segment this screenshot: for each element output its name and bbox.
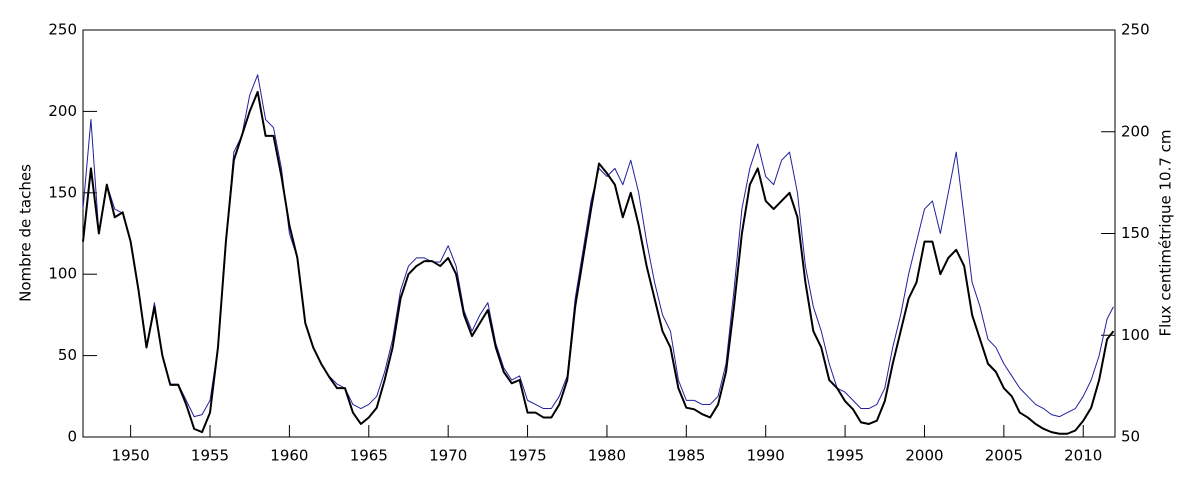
y2-tick-label: 50 — [1121, 428, 1140, 446]
y-tick-label: 200 — [48, 102, 77, 120]
x-tick-label: 2010 — [1064, 447, 1102, 465]
x-tick-label: 1995 — [826, 447, 864, 465]
y-tick-label: 150 — [48, 183, 77, 201]
x-tick-label: 1990 — [747, 447, 785, 465]
y2-axis-label: Flux centimétrique 10.7 cm — [1157, 129, 1175, 336]
y-axis-label: Nombre de taches — [17, 164, 35, 302]
data-line — [82, 74, 1114, 418]
y2-tick-label: 150 — [1121, 224, 1150, 242]
x-tick-label: 1955 — [191, 447, 229, 465]
plot-frame — [82, 29, 1116, 438]
x-tick-label: 2005 — [985, 447, 1023, 465]
x-tick-label: 1950 — [112, 447, 150, 465]
y2-tick-label: 100 — [1121, 326, 1150, 344]
y2-tick-label: 200 — [1121, 122, 1150, 140]
y-tick-label: 0 — [67, 428, 77, 446]
data-line — [82, 90, 1115, 435]
x-tick-label: 2000 — [905, 447, 943, 465]
x-tick-label: 1975 — [508, 447, 546, 465]
x-tick-label: 1965 — [350, 447, 388, 465]
y2-tick-label: 250 — [1121, 21, 1150, 39]
y-tick-label: 250 — [48, 21, 77, 39]
x-tick-label: 1970 — [429, 447, 467, 465]
x-tick-label: 1985 — [667, 447, 705, 465]
x-tick-label: 1960 — [270, 447, 308, 465]
y-tick-label: 50 — [58, 346, 77, 364]
y-tick-label: 100 — [48, 265, 77, 283]
x-tick-label: 1980 — [588, 447, 626, 465]
